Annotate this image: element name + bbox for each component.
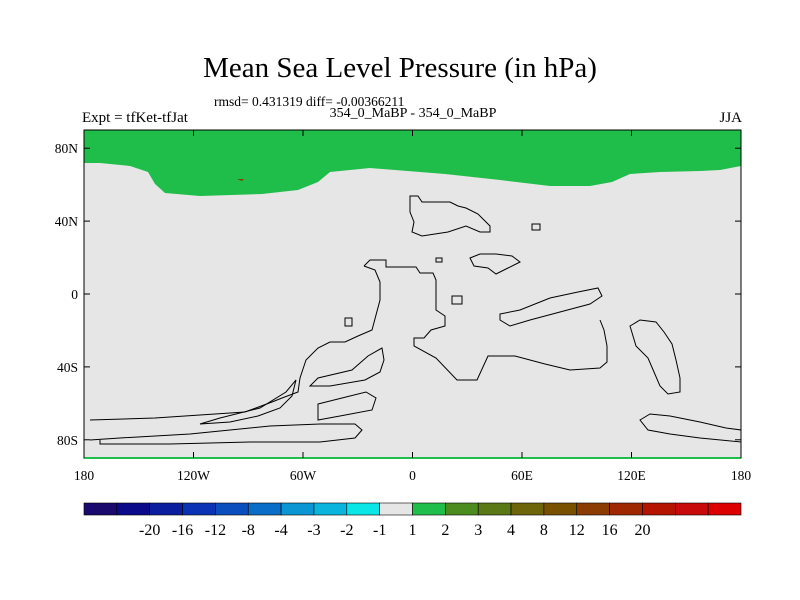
colorbar-swatch <box>313 502 348 516</box>
colorbar-swatch <box>182 502 216 516</box>
colorbar-swatch <box>379 502 413 516</box>
x-tick-label: 120E <box>617 468 646 483</box>
colorbar-label: -2 <box>340 522 353 539</box>
coastline-americas-west <box>89 265 381 421</box>
colorbar-label: 8 <box>540 522 548 539</box>
coastline-australia <box>629 319 681 395</box>
coastline-inner-south-2 <box>317 391 377 421</box>
colorbar-label: 4 <box>507 522 515 539</box>
coastline-small-3 <box>435 257 443 263</box>
colorbar-label: -16 <box>172 522 193 539</box>
season-label: JJA <box>719 110 742 126</box>
colorbar-label: 16 <box>602 522 618 539</box>
coastline-asia-north <box>409 195 491 237</box>
coastline-africa-eurasia <box>363 259 608 381</box>
colorbar-swatch <box>445 502 479 516</box>
coastline-india-region <box>469 253 521 275</box>
y-axis: 80N 40N 0 40S 80S <box>55 141 741 448</box>
colorbar-label: 3 <box>474 522 482 539</box>
coastline-south-1 <box>199 379 297 425</box>
colorbar-swatch <box>412 502 446 516</box>
colorbar-label: -1 <box>373 522 386 539</box>
colorbar-label: -12 <box>205 522 226 539</box>
colorbar-swatch <box>707 502 742 516</box>
colorbar-label: 2 <box>441 522 449 539</box>
positive-anomaly-field <box>84 130 741 196</box>
colorbar-swatch <box>247 502 282 516</box>
y-tick-label: 40N <box>55 214 79 229</box>
coastline-southern-landmass <box>89 423 363 445</box>
colorbar-swatch <box>642 502 676 516</box>
colorbar-swatch <box>149 502 183 516</box>
colorbar-label: -8 <box>242 522 255 539</box>
colorbar-swatch <box>280 502 315 516</box>
colorbar-swatch <box>576 502 610 516</box>
chart-title: Mean Sea Level Pressure (in hPa) <box>203 52 597 84</box>
colorbar-label: -4 <box>274 522 287 539</box>
small-anomaly-spot <box>237 179 244 181</box>
x-tick-label: 60E <box>511 468 533 483</box>
y-tick-label: 80N <box>55 141 79 156</box>
colorbar-swatch <box>477 502 512 516</box>
colorbar: -20 -16 -12 -8 -4 -3 -2 -1 1 2 3 4 8 12 16 20 <box>83 502 742 539</box>
colorbar-label: -20 <box>139 522 160 539</box>
experiment-label: Expt = tfKet-tfJat <box>82 110 188 126</box>
coastline-inner-south <box>308 347 385 387</box>
colorbar-label: 1 <box>409 522 417 539</box>
colorbar-swatch <box>609 502 643 516</box>
coastline-small-1 <box>344 317 353 327</box>
coastline-small-4 <box>531 223 541 231</box>
colorbar-swatch <box>543 502 578 516</box>
x-tick-label: 120W <box>177 468 210 483</box>
colorbar-swatch <box>510 502 545 516</box>
colorbar-label: 20 <box>634 522 650 539</box>
colorbar-swatch <box>83 502 118 516</box>
x-axis: 180 120W 60W 0 60E 120E 180 <box>74 130 752 483</box>
colorbar-swatch <box>215 502 249 516</box>
chart-subtitle: 354_0_MaBP - 354_0_MaBP <box>329 106 497 121</box>
colorbar-swatch <box>674 502 709 516</box>
x-tick-label: 60W <box>290 468 317 483</box>
x-tick-label: 0 <box>409 468 416 483</box>
colorbar-swatch <box>346 502 380 516</box>
colorbar-swatch <box>116 502 150 516</box>
x-tick-label: 180 <box>731 468 752 483</box>
y-tick-label: 80S <box>57 433 78 448</box>
coastline-small-2 <box>451 295 463 305</box>
map-plot-area <box>83 129 742 459</box>
coastline-indian-ocean-band <box>499 287 603 327</box>
colorbar-label: -3 <box>307 522 320 539</box>
stats-label: rmsd= 0.431319 diff= -0.00366211 <box>214 94 405 109</box>
x-tick-label: 180 <box>74 468 95 483</box>
y-tick-label: 0 <box>71 287 78 302</box>
colorbar-label: 12 <box>569 522 585 539</box>
y-tick-label: 40S <box>57 360 78 375</box>
